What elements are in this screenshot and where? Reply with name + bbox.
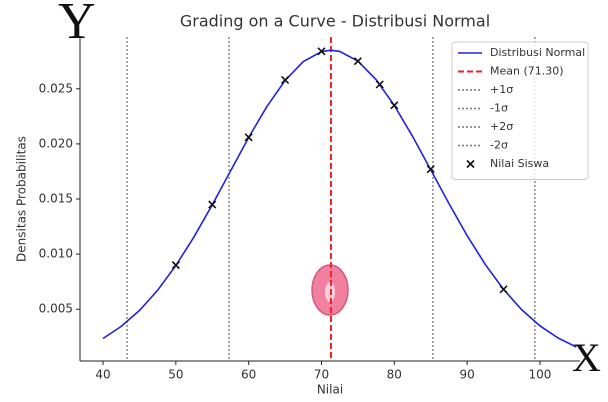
- chart-title: Grading on a Curve - Distribusi Normal: [180, 12, 490, 31]
- legend-label: Nilai Siswa: [490, 157, 549, 170]
- x-tick-label: 100: [528, 368, 551, 382]
- x-tick-label: 40: [95, 368, 110, 382]
- legend-label: Distribusi Normal: [490, 46, 585, 59]
- scatter-point: [375, 80, 384, 89]
- y-tick-label: 0.015: [39, 192, 73, 206]
- x-tick-label: 60: [241, 368, 256, 382]
- legend-box: [451, 41, 589, 180]
- legend-label: Mean (71.30): [490, 65, 564, 78]
- legend-label: -2σ: [490, 139, 508, 152]
- y-axis-label: Densitas Probabilitas: [15, 136, 29, 262]
- scatter-point: [499, 285, 508, 294]
- scatter-point: [317, 47, 326, 56]
- scatter-point: [281, 75, 290, 85]
- legend-swatch: [466, 159, 475, 169]
- scatter-point: [390, 101, 399, 110]
- x-tick-label: 50: [168, 368, 183, 382]
- x-tick-label: 90: [459, 368, 474, 382]
- x-tick-label: 80: [387, 368, 402, 382]
- scatter-point: [171, 261, 180, 270]
- legend: Distribusi Normal Mean (71.30) +1σ -1σ +2σ -2…: [451, 41, 589, 180]
- x-tick-label: 70: [314, 368, 329, 382]
- line-series: [102, 49, 577, 348]
- y-tick-label: 0.005: [39, 302, 73, 316]
- x-axis-label: Nilai: [317, 383, 343, 397]
- y-tick-label: 0.010: [39, 247, 73, 261]
- scatter-point: [353, 57, 362, 66]
- legend-label: +1σ: [490, 83, 513, 96]
- legend-label: -1σ: [490, 102, 508, 115]
- scatter-point: [244, 133, 253, 142]
- overlay-letter: Y: [58, 0, 96, 50]
- scatter-point: [426, 165, 435, 174]
- scatter-point: [208, 200, 217, 209]
- y-tick-label: 0.020: [39, 136, 73, 150]
- legend-label: +2σ: [490, 120, 513, 133]
- y-tick-label: 0.025: [39, 81, 73, 95]
- overlay-letter: X: [572, 335, 601, 380]
